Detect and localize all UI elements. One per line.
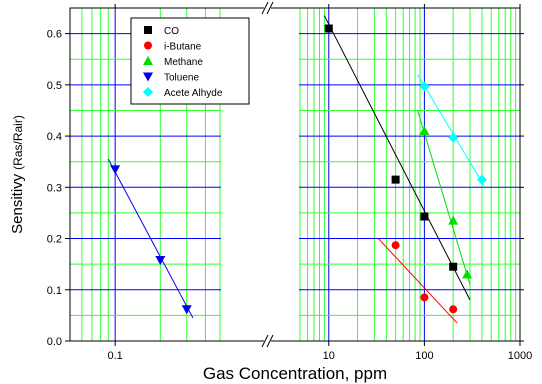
- data-point-i-butane: [420, 293, 429, 302]
- axis-break-mark: [266, 334, 274, 348]
- x-tick-label: 100: [415, 350, 433, 362]
- axis-break-gap: [264, 2, 271, 14]
- y-axis-label-main: Sensitivy: [9, 173, 26, 234]
- y-tick-label: 0.5: [47, 80, 62, 92]
- data-point-acete-alhyde: [448, 132, 459, 143]
- data-points: [110, 24, 487, 315]
- y-tick-label: 0.1: [47, 285, 62, 297]
- data-point-toluene: [155, 256, 166, 266]
- data-point-methane: [419, 125, 430, 135]
- y-tick-label: 0.6: [47, 29, 62, 41]
- axis-break-mark: [261, 334, 269, 348]
- data-point-co: [391, 175, 400, 184]
- fit-lines: [107, 15, 486, 324]
- data-point-methane: [448, 215, 459, 225]
- axis-break-mark: [261, 1, 269, 15]
- fit-line-toluene: [107, 158, 194, 319]
- data-point-i-butane: [449, 305, 458, 314]
- x-axis-label: Gas Concentration, ppm: [203, 364, 387, 383]
- legend-label-acete-alhyde: Acete Alhyde: [164, 88, 223, 99]
- x-tick-label: 0.1: [108, 350, 123, 362]
- data-point-methane: [462, 269, 473, 279]
- fit-line-i-butane: [377, 238, 458, 324]
- data-point-acete-alhyde: [476, 174, 487, 185]
- axis-break-gap: [264, 335, 271, 347]
- legend-marker-methane: [143, 56, 153, 65]
- data-point-co: [324, 24, 333, 33]
- axes: 0.0 0.1 0.2 0.3 0.4 0.5 0.6 0.1 10 100 1000: [47, 1, 532, 362]
- data-point-co: [420, 212, 429, 221]
- fit-line-acete-alhyde: [417, 74, 486, 188]
- legend-label-methane: Methane: [164, 57, 203, 68]
- data-point-acete-alhyde: [419, 81, 430, 92]
- fit-line-methane: [417, 110, 471, 285]
- x-tick-label: 10: [323, 350, 335, 362]
- y-tick-label: 0.2: [47, 234, 62, 246]
- fit-line-co: [323, 15, 471, 301]
- data-point-toluene: [110, 165, 121, 175]
- legend: CO i-Butane Methane Toluene Acete Alhyde: [130, 17, 250, 105]
- legend-marker-acete-alhyde: [143, 87, 153, 97]
- y-tick-label: 0.0: [47, 336, 62, 348]
- data-point-i-butane: [391, 241, 400, 250]
- legend-label-toluene: Toluene: [164, 73, 199, 84]
- y-axis-label-units: (Ras/Rair): [11, 115, 25, 170]
- y-tick-label: 0.3: [47, 182, 62, 194]
- data-point-toluene: [181, 305, 192, 315]
- data-point-co: [449, 262, 458, 271]
- legend-marker-toluene: [143, 72, 153, 82]
- y-tick-label: 0.4: [47, 131, 62, 143]
- legend-label-co: CO: [164, 26, 179, 37]
- plot-frame: [69, 7, 521, 342]
- y-axis-label: Sensitivy (Ras/Rair): [9, 115, 26, 234]
- x-tick-label: 1000: [508, 350, 532, 362]
- legend-marker-co: [144, 26, 152, 34]
- legend-label-i-butane: i-Butane: [164, 42, 202, 53]
- legend-marker-i-butane: [144, 41, 152, 50]
- axis-break-mark: [266, 1, 274, 15]
